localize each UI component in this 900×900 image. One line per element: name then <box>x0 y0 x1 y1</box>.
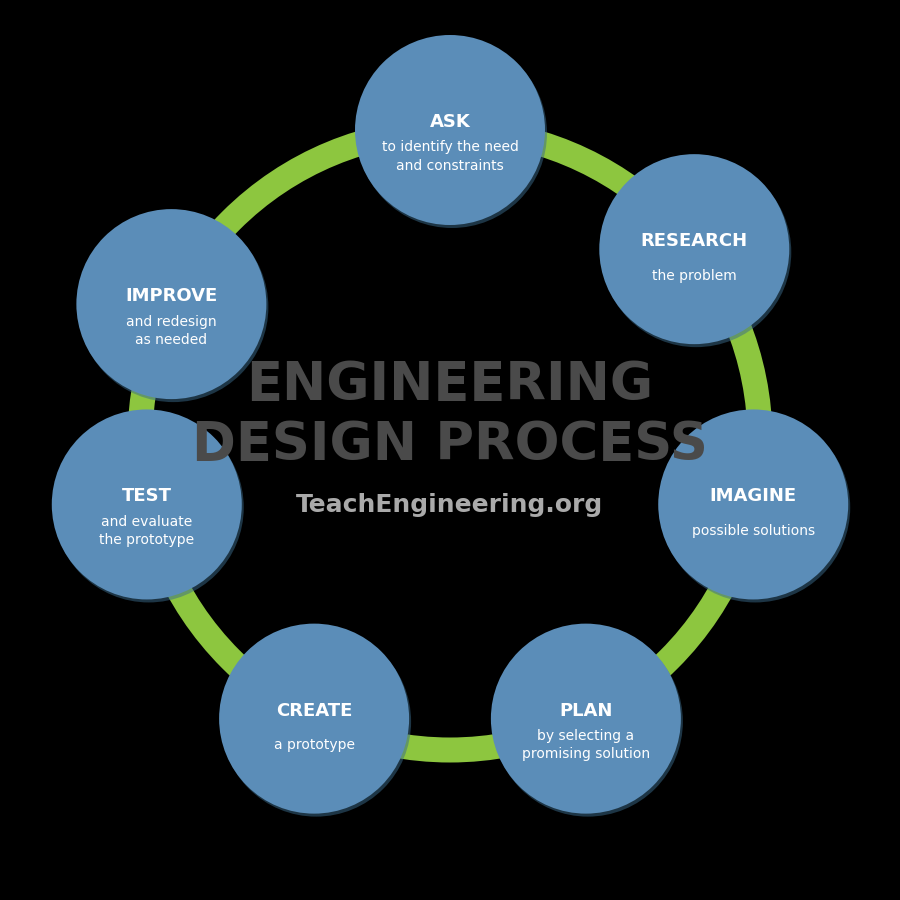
Text: by selecting a
promising solution: by selecting a promising solution <box>522 729 650 761</box>
Text: PLAN: PLAN <box>559 702 613 720</box>
Circle shape <box>219 624 410 814</box>
Circle shape <box>355 35 545 225</box>
Text: and redesign
as needed: and redesign as needed <box>126 314 217 346</box>
Text: CREATE: CREATE <box>276 702 352 720</box>
Text: TeachEngineering.org: TeachEngineering.org <box>296 493 604 517</box>
Circle shape <box>658 410 848 599</box>
Circle shape <box>78 212 268 402</box>
Circle shape <box>54 412 244 602</box>
Text: to identify the need
and constraints: to identify the need and constraints <box>382 140 518 173</box>
Circle shape <box>599 154 789 344</box>
Text: DESIGN PROCESS: DESIGN PROCESS <box>192 419 708 471</box>
Circle shape <box>221 626 411 816</box>
Text: RESEARCH: RESEARCH <box>641 232 748 250</box>
Text: IMAGINE: IMAGINE <box>710 488 796 506</box>
Circle shape <box>661 412 850 602</box>
Text: TEST: TEST <box>122 488 172 506</box>
Text: possible solutions: possible solutions <box>692 524 814 538</box>
Circle shape <box>76 209 266 399</box>
Text: the problem: the problem <box>652 269 737 283</box>
Circle shape <box>52 410 242 599</box>
Circle shape <box>601 158 791 347</box>
Text: and evaluate
the prototype: and evaluate the prototype <box>99 515 194 547</box>
Circle shape <box>357 38 547 228</box>
Text: ENGINEERING: ENGINEERING <box>247 359 653 411</box>
Circle shape <box>493 626 683 816</box>
Circle shape <box>491 624 681 814</box>
Text: ASK: ASK <box>429 113 471 131</box>
Text: a prototype: a prototype <box>274 738 355 752</box>
Text: IMPROVE: IMPROVE <box>125 287 218 305</box>
